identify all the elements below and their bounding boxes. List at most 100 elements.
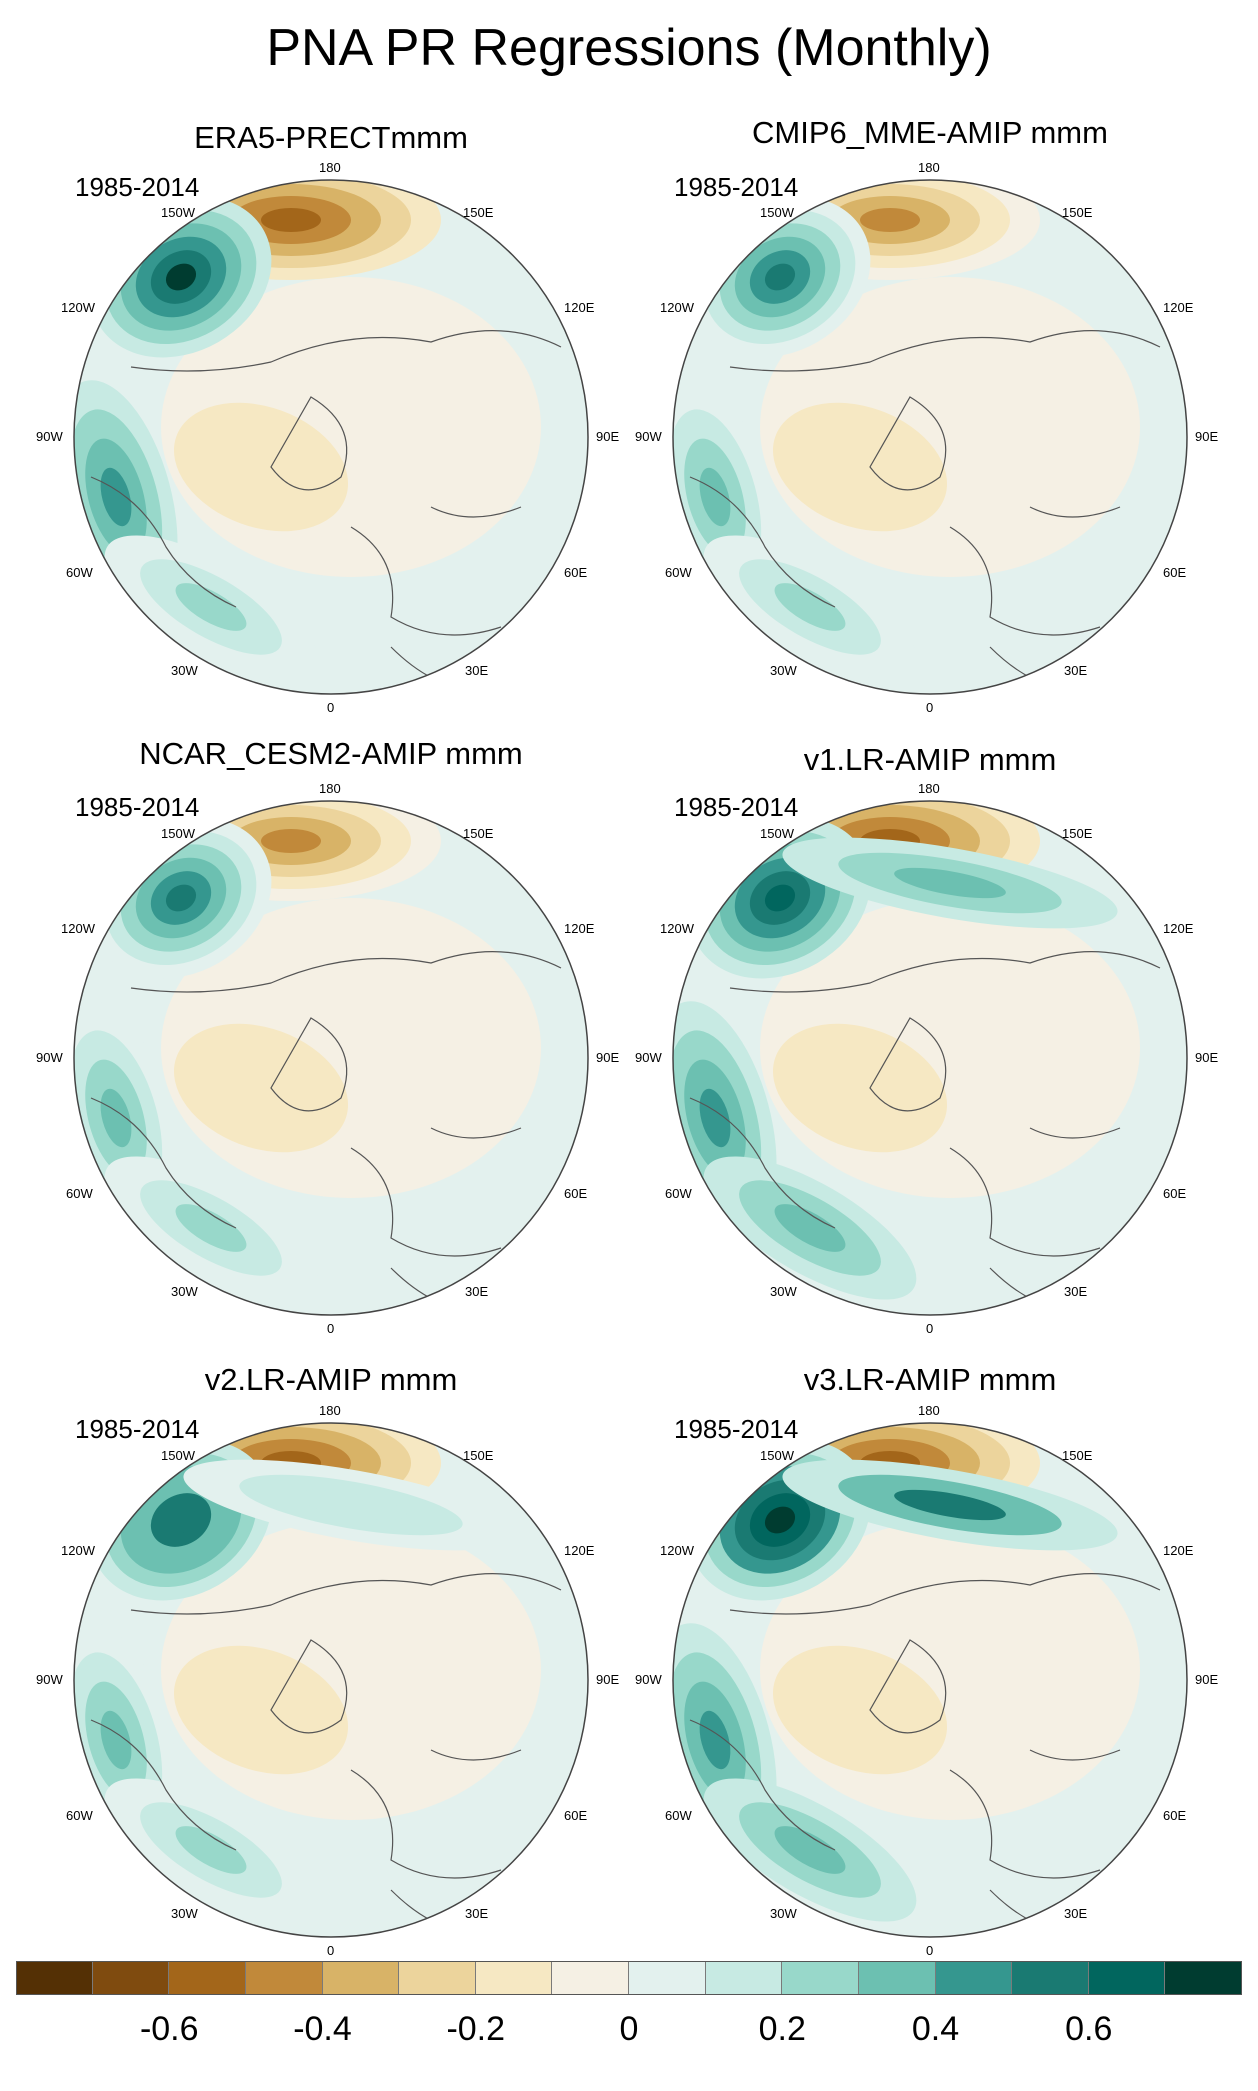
lon-label-lower-left-2: 30W	[171, 1284, 198, 1299]
lon-label-top: 180	[319, 160, 341, 175]
map-border	[672, 800, 1188, 1316]
atlantic-wet-arc	[175, 1204, 247, 1252]
lon-label-bottom: 0	[926, 1321, 934, 1336]
lon-label-upper-left-1: 150W	[760, 1448, 794, 1463]
map-border	[73, 179, 589, 695]
colorbar-tick-label: -0.2	[446, 2010, 506, 2048]
coastline-3	[869, 396, 947, 491]
lon-label-left: 90W	[36, 1672, 63, 1687]
map-border	[73, 800, 589, 1316]
lon-label-lower-right-1: 60E	[564, 1808, 588, 1823]
lon-label-upper-right-1: 150E	[1062, 1448, 1093, 1463]
pacific-dry-anomaly	[261, 829, 321, 853]
lon-label-upper-right-2: 120E	[1163, 921, 1194, 936]
atlantic-wet-arc	[175, 1826, 247, 1874]
lon-label-right: 90E	[596, 1672, 620, 1687]
lon-label-upper-left-2: 120W	[660, 300, 694, 315]
canada-light-dry	[772, 1023, 948, 1153]
pacific-wet-anomaly	[165, 884, 197, 912]
lon-label-upper-left-2: 120W	[660, 1543, 694, 1558]
lon-label-right: 90E	[596, 429, 620, 444]
coastline-4	[949, 1769, 1101, 1879]
colorbar	[16, 1961, 1242, 1995]
atlantic-wet-anomaly	[699, 467, 731, 527]
colorbar-cell	[245, 1961, 323, 1995]
pacific-dry-anomaly	[860, 208, 920, 232]
lon-label-lower-right-1: 60E	[564, 1186, 588, 1201]
colorbar-tick-label: 0.2	[758, 2010, 806, 2048]
coastline-2	[689, 1719, 836, 1851]
coastline-4	[350, 526, 502, 636]
coastline-3	[270, 396, 348, 491]
coastline-6	[430, 1749, 522, 1761]
lon-label-lower-left-2: 30W	[770, 1906, 797, 1921]
atlantic-wet-anomaly	[100, 1710, 132, 1770]
period-label: 1985-2014	[674, 1414, 799, 1444]
lon-label-lower-left-2: 30W	[770, 1284, 797, 1299]
coastline-1	[130, 951, 562, 993]
lon-label-lower-right-1: 60E	[1163, 1808, 1187, 1823]
panel-title: CMIP6_MME-AMIP mmm	[752, 115, 1108, 150]
coastline-6	[430, 506, 522, 518]
lon-label-lower-right-1: 60E	[564, 565, 588, 580]
lon-label-top: 180	[918, 1403, 940, 1418]
coastline-2	[90, 1097, 237, 1229]
colorbar-cell	[782, 1961, 859, 1995]
lon-label-upper-left-1: 150W	[760, 205, 794, 220]
lon-label-upper-right-2: 120E	[564, 1543, 595, 1558]
lon-label-lower-left-1: 60W	[66, 1186, 93, 1201]
coastline-1	[729, 330, 1161, 372]
colorbar-tick-label: -0.4	[293, 2010, 352, 2048]
colorbar-cell	[399, 1961, 476, 1995]
polar-map-4	[672, 800, 1188, 1316]
atlantic-wet-anomaly	[100, 1088, 132, 1148]
panel-title: v3.LR-AMIP mmm	[803, 1362, 1057, 1397]
coastline-1	[130, 330, 562, 372]
lon-label-top: 180	[319, 1403, 341, 1418]
coastline-3	[270, 1639, 348, 1734]
map-border	[672, 1422, 1188, 1938]
colorbar-cell	[935, 1961, 1013, 1995]
lon-label-upper-left-2: 120W	[61, 1543, 95, 1558]
lon-label-lower-left-1: 60W	[66, 1808, 93, 1823]
coastline-6	[1029, 1749, 1121, 1761]
atlantic-wet-arc	[774, 583, 846, 631]
lon-label-right: 90E	[1195, 1050, 1219, 1065]
lon-label-top: 180	[319, 781, 341, 796]
canada-light-dry	[173, 1645, 349, 1775]
coastline-3	[869, 1017, 947, 1112]
coastline-4	[949, 1147, 1101, 1257]
lon-label-right: 90E	[596, 1050, 620, 1065]
coastline-2	[689, 476, 836, 608]
lon-label-bottom: 0	[327, 700, 335, 715]
lon-label-lower-left-1: 60W	[665, 1186, 692, 1201]
canada-light-dry	[173, 1023, 349, 1153]
polar-map-5	[73, 1422, 589, 1938]
lon-label-upper-right-2: 120E	[564, 300, 595, 315]
lon-label-upper-right-1: 150E	[463, 1448, 494, 1463]
colorbar-cell	[322, 1961, 400, 1995]
lon-label-top: 180	[918, 160, 940, 175]
pacific-wet-anomaly	[165, 1506, 197, 1534]
atlantic-wet-anomaly	[699, 1088, 731, 1148]
lon-label-upper-right-1: 150E	[463, 826, 494, 841]
lon-label-upper-left-1: 150W	[161, 205, 195, 220]
lon-label-lower-right-2: 30E	[1064, 1906, 1088, 1921]
colorbar-cell	[858, 1961, 936, 1995]
coastline-4	[949, 526, 1101, 636]
atlantic-wet-arc	[774, 1204, 846, 1252]
lon-label-upper-left-1: 150W	[760, 826, 794, 841]
atlantic-wet-anomaly	[699, 1710, 731, 1770]
pacific-wet-anomaly	[165, 263, 197, 291]
colorbar-cell	[16, 1961, 93, 1995]
atlantic-wet-anomaly	[100, 467, 132, 527]
polar-map-1	[73, 179, 589, 695]
canada-light-dry	[772, 1645, 948, 1775]
coastline-4	[350, 1769, 502, 1879]
lon-label-lower-left-2: 30W	[770, 663, 797, 678]
lon-label-left: 90W	[635, 429, 662, 444]
panel-title: ERA5-PRECTmmm	[194, 120, 468, 155]
colorbar-cell	[552, 1961, 629, 1995]
lon-label-lower-left-2: 30W	[171, 663, 198, 678]
colorbar-tick-label: -0.6	[139, 2010, 199, 2048]
